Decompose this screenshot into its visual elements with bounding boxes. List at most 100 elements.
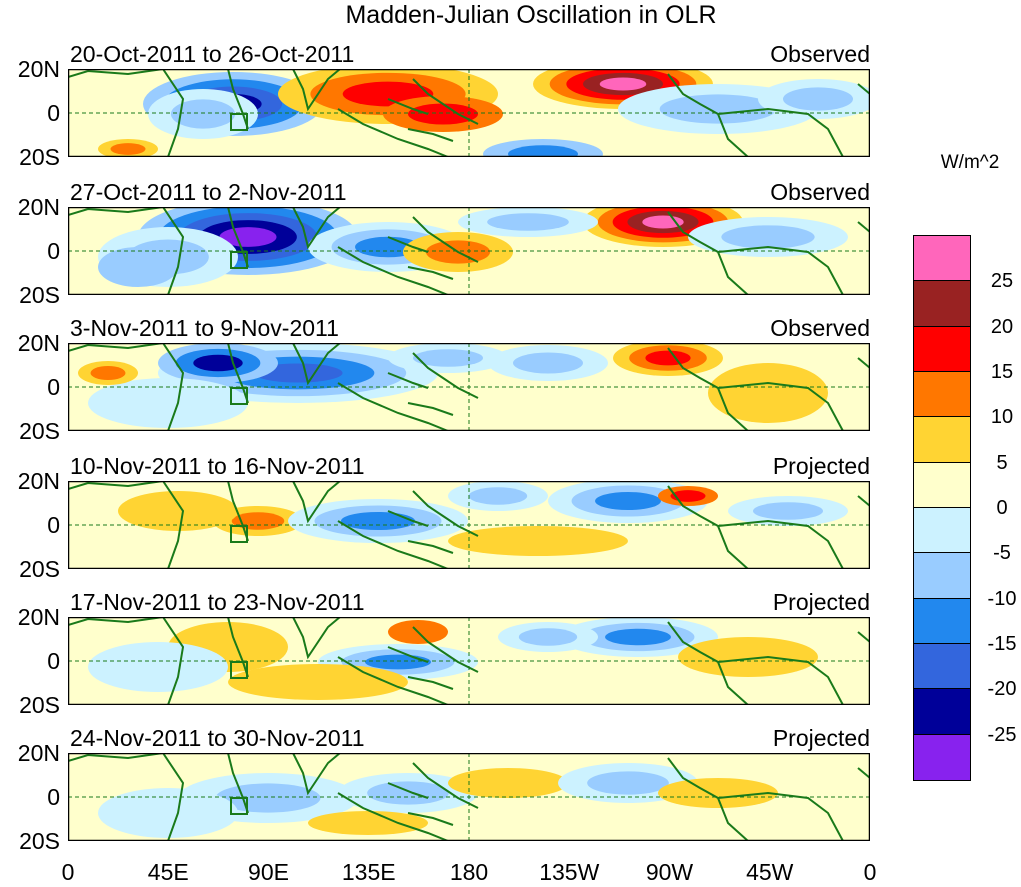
panel-status-label: Observed xyxy=(770,315,870,341)
coastline xyxy=(227,207,249,268)
anomaly-contour xyxy=(508,145,578,157)
coastline xyxy=(292,753,341,796)
anomaly-contour xyxy=(487,213,569,231)
figure-title: Madden-Julian Oscillation in OLR xyxy=(345,1,717,29)
coastline xyxy=(857,357,870,369)
colorbar-tick-label: -15 xyxy=(987,633,1017,655)
coastline xyxy=(337,656,449,705)
anomaly-contour xyxy=(215,783,321,813)
panel-status-label: Observed xyxy=(770,179,870,205)
longitude-label: 0 xyxy=(61,859,75,885)
latitude-label: 20S xyxy=(19,282,60,308)
latitude-label: 0 xyxy=(47,648,60,674)
coastline xyxy=(667,347,749,431)
anomaly-contour xyxy=(645,350,691,366)
anomaly-contour xyxy=(721,225,815,249)
coastline xyxy=(68,207,185,295)
coastline xyxy=(412,762,479,809)
coastline xyxy=(387,646,454,690)
anomaly-contour xyxy=(468,487,528,505)
latitude-label: 20S xyxy=(19,556,60,582)
colorbar-tick-label: 5 xyxy=(996,451,1008,474)
panel-period-title: 20-Oct-2011 to 26-Oct-2011 xyxy=(70,41,355,67)
olr-anomaly-map xyxy=(68,481,870,569)
coastline xyxy=(337,246,449,295)
coastline xyxy=(412,626,479,673)
coastline xyxy=(387,98,454,142)
latitude-label: 0 xyxy=(47,238,60,264)
anomaly-contour xyxy=(448,768,568,798)
colorbar-swatch xyxy=(914,689,970,735)
anomaly-contour xyxy=(90,366,126,380)
coastline xyxy=(227,69,249,130)
coastline xyxy=(387,372,454,416)
anomaly-contour xyxy=(170,99,236,129)
anomaly-contour xyxy=(118,491,238,531)
colorbar-swatch xyxy=(914,417,970,463)
reference-box xyxy=(230,661,248,679)
map-frame xyxy=(68,343,870,431)
colorbar-swatch xyxy=(914,462,970,508)
anomaly-contour xyxy=(658,778,778,808)
map-svg xyxy=(68,343,870,431)
coastline xyxy=(227,617,249,678)
coastline xyxy=(337,108,449,157)
map-frame xyxy=(68,617,870,705)
colorbar-swatch xyxy=(914,508,970,554)
map-frame xyxy=(68,207,870,295)
colorbar-tick-label: -20 xyxy=(987,678,1017,701)
latitude-label: 20N xyxy=(17,740,60,766)
latitude-label: 20N xyxy=(17,194,60,220)
anomaly-contour xyxy=(605,628,671,646)
coastline xyxy=(68,343,185,431)
panel-status-label: Projected xyxy=(772,725,870,751)
colorbar-tick-label: 15 xyxy=(990,361,1014,383)
anomaly-contour xyxy=(448,526,628,556)
colorbar-units: W/m^2 xyxy=(940,152,1000,173)
latitude-label: 20S xyxy=(19,418,60,444)
longitude-label: 45W xyxy=(746,859,794,885)
anomaly-contour xyxy=(413,349,483,367)
panel-period-title: 10-Nov-2011 to 16-Nov-2011 xyxy=(70,453,365,479)
latitude-label: 0 xyxy=(47,100,60,126)
panel-status-label: Projected xyxy=(772,589,870,615)
coastline xyxy=(227,343,249,404)
anomaly-contour xyxy=(587,771,669,795)
latitude-label: 20N xyxy=(17,56,60,82)
anomaly-contour xyxy=(753,502,823,520)
colorbar-swatch xyxy=(914,326,970,372)
longitude-label: 180 xyxy=(449,859,489,885)
coastline xyxy=(412,352,479,399)
longitude-label: 135E xyxy=(341,859,396,885)
coastline xyxy=(412,490,479,537)
colorbar xyxy=(913,235,971,781)
latitude-label: 0 xyxy=(47,374,60,400)
anomaly-contour xyxy=(228,664,408,700)
latitude-label: 20S xyxy=(19,144,60,170)
colorbar-swatch xyxy=(914,236,970,282)
reference-box xyxy=(230,797,248,815)
anomaly-contour xyxy=(98,788,238,838)
panel-period-title: 3-Nov-2011 to 9-Nov-2011 xyxy=(70,315,339,341)
anomaly-contour xyxy=(88,642,228,692)
coastline xyxy=(337,382,449,431)
colorbar-swatch xyxy=(914,598,970,644)
panel-status-label: Projected xyxy=(772,453,870,479)
map-frame xyxy=(68,69,870,157)
coastline xyxy=(857,767,870,779)
anomaly-contour xyxy=(98,247,178,287)
coastline xyxy=(667,485,749,569)
anomaly-contour xyxy=(367,781,449,805)
anomaly-contour xyxy=(783,87,853,111)
panel-period-title: 24-Nov-2011 to 30-Nov-2011 xyxy=(70,725,365,751)
colorbar-swatch xyxy=(914,734,970,780)
olr-anomaly-map xyxy=(68,69,870,157)
anomaly-contour xyxy=(708,363,828,423)
coastline xyxy=(667,757,749,841)
olr-anomaly-map xyxy=(68,343,870,431)
latitude-label: 20N xyxy=(17,604,60,630)
map-svg xyxy=(68,753,870,841)
map-frame xyxy=(68,481,870,569)
coastline xyxy=(717,245,844,295)
latitude-label: 20S xyxy=(19,692,60,718)
